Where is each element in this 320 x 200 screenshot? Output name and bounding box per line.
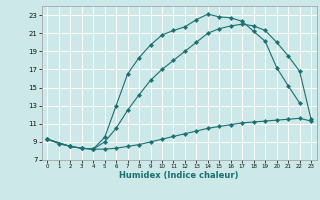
X-axis label: Humidex (Indice chaleur): Humidex (Indice chaleur) <box>119 171 239 180</box>
